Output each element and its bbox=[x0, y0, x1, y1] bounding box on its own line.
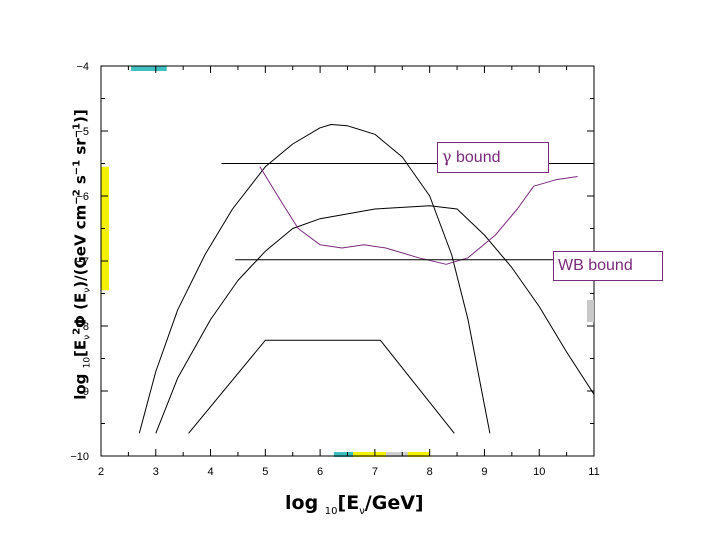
x-tick-label: 6 bbox=[317, 466, 323, 478]
y-tick-label: −6 bbox=[76, 191, 89, 203]
x-tick-label: 2 bbox=[98, 466, 104, 478]
wb-bound-label: WB bound bbox=[553, 251, 663, 281]
series-line-2 bbox=[188, 339, 455, 434]
y-tick-label: −9 bbox=[76, 386, 89, 398]
x-tick-label: 11 bbox=[588, 466, 599, 478]
y-tick-label: −10 bbox=[70, 451, 89, 463]
x-tick-label: 9 bbox=[481, 466, 487, 478]
range-bar-2 bbox=[342, 452, 430, 457]
y-tick-label: −8 bbox=[76, 321, 89, 333]
series-line-1 bbox=[155, 205, 595, 434]
x-tick-label: 7 bbox=[372, 466, 378, 478]
gamma-bound-label: γ bound bbox=[437, 142, 549, 173]
series-line-3 bbox=[259, 166, 578, 265]
y-tick-label: −4 bbox=[76, 61, 89, 73]
gamma-bound-text: bound bbox=[451, 149, 501, 166]
x-tick-label: 8 bbox=[427, 466, 433, 478]
x-tick-label: 10 bbox=[533, 466, 545, 478]
range-bar-3 bbox=[333, 452, 353, 457]
side-gray-marker bbox=[587, 300, 594, 322]
x-tick-label: 3 bbox=[153, 466, 159, 478]
y-tick-label: −7 bbox=[76, 256, 89, 268]
wb-bound-text: WB bound bbox=[558, 257, 633, 274]
range-bar-1 bbox=[131, 66, 167, 71]
series-line-0 bbox=[138, 124, 491, 434]
range-bar-4 bbox=[385, 452, 408, 457]
y-axis-label: log 10[Eν2Φ (Eν)/(GeV cm−2 s−1 sr−1)] bbox=[71, 109, 93, 400]
gamma-symbol: γ bbox=[442, 147, 452, 166]
series-layer bbox=[138, 124, 595, 434]
x-tick-label: 4 bbox=[207, 466, 213, 478]
x-tick-label: 5 bbox=[262, 466, 268, 478]
x-axis-label: log 10[Eν/GeV] bbox=[285, 492, 424, 517]
y-tick-label: −5 bbox=[76, 126, 89, 138]
